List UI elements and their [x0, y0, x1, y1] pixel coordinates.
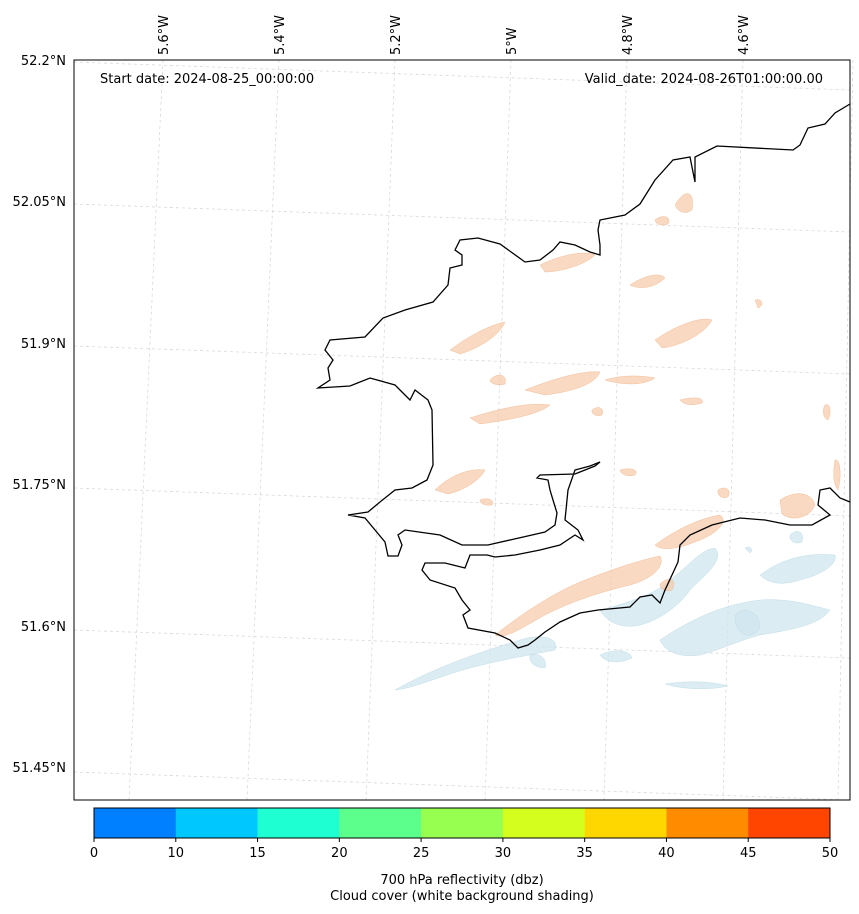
- reflectivity-patch: [591, 407, 603, 416]
- reflectivity-patch: [489, 374, 506, 385]
- lat-label: 52.2°N: [21, 54, 66, 69]
- lon-label: 5.6°W: [157, 15, 172, 55]
- colorbar-tick-label: 15: [249, 846, 266, 861]
- reflectivity-patch: [434, 469, 486, 495]
- cloud-patch: [759, 554, 836, 584]
- coastline-path: [315, 103, 851, 649]
- reflectivity-patch: [619, 468, 637, 476]
- colorbar-segment: [257, 808, 340, 838]
- colorbar-segment: [502, 808, 586, 838]
- reflectivity-patch: [674, 193, 693, 213]
- reflectivity-patch: [629, 274, 666, 288]
- reflectivity-patch: [654, 216, 670, 226]
- lon-label: 4.8°W: [621, 15, 636, 55]
- cloud-patch: [789, 531, 803, 544]
- reflectivity-patch: [779, 493, 816, 519]
- reflectivity-patch: [494, 555, 662, 637]
- colorbar-tick-label: 10: [168, 846, 185, 861]
- reflectivity-patch: [654, 318, 713, 349]
- lon-label: 4.6°W: [737, 15, 752, 55]
- latitude-labels: 52.2°N 52.05°N 51.9°N 51.75°N 51.6°N 51.…: [13, 54, 66, 776]
- colorbar-segments: [94, 808, 831, 838]
- reflectivity-patch: [833, 459, 841, 491]
- reflectivity-patch: [449, 321, 506, 355]
- reflectivity-patch: [717, 487, 730, 498]
- cloud-patch: [664, 681, 729, 689]
- map-border: [73, 59, 851, 801]
- colorbar-tick-label: 25: [413, 846, 430, 861]
- reflectivity-patch: [823, 404, 831, 421]
- colorbar-segment: [94, 808, 177, 838]
- coastline: [315, 103, 851, 649]
- colorbar-segment: [421, 808, 504, 838]
- reflectivity-patch: [754, 299, 763, 309]
- reflectivity-patch: [469, 404, 551, 425]
- longitude-labels: 5.6°W 5.4°W 5.2°W 5°W 4.8°W 4.6°W: [157, 15, 752, 55]
- lat-label: 51.6°N: [21, 620, 66, 635]
- valid-date-label: Valid_date: 2024-08-26T01:00:00.00: [585, 72, 823, 87]
- cloud-patch: [394, 636, 557, 691]
- colorbar-tick-label: 30: [495, 846, 512, 861]
- colorbar-segment: [584, 808, 667, 838]
- lon-label: 5°W: [505, 27, 520, 55]
- lon-label: 5.4°W: [273, 15, 288, 55]
- colorbar-tick-label: 20: [331, 846, 348, 861]
- colorbar-label-line1: 700 hPa reflectivity (dbz): [380, 873, 543, 888]
- reflectivity-patch: [679, 397, 703, 405]
- colorbar-ticks: 0 10 15 20 25 30 35 40 45 50: [90, 838, 838, 861]
- lat-label: 52.05°N: [13, 195, 66, 210]
- colorbar-segment: [339, 808, 422, 838]
- colorbar-tick-label: 50: [822, 846, 839, 861]
- reflectivity-patch: [539, 252, 596, 273]
- colorbar-segment: [175, 808, 259, 838]
- start-date-label: Start date: 2024-08-25_00:00:00: [100, 72, 314, 87]
- colorbar: 0 10 15 20 25 30 35 40 45 50 700 hPa reflectivity…: [90, 807, 838, 904]
- cloud-patch: [734, 610, 761, 636]
- lat-label: 51.9°N: [21, 337, 66, 352]
- reflectivity-patch: [604, 375, 656, 385]
- colorbar-tick-label: 35: [576, 846, 593, 861]
- reflectivity-patch: [479, 498, 493, 506]
- reflectivity-shading: [434, 193, 841, 637]
- colorbar-tick-label: 40: [658, 846, 675, 861]
- reflectivity-patch: [654, 514, 724, 549]
- colorbar-segment: [748, 808, 831, 838]
- cloud-patch: [599, 650, 633, 662]
- map-panel: Start date: 2024-08-25_00:00:00 Valid_da…: [13, 15, 854, 801]
- colorbar-border: [93, 807, 831, 839]
- colorbar-tick-label: 45: [740, 846, 757, 861]
- colorbar-tick-label: 0: [90, 846, 98, 861]
- reflectivity-patch: [524, 371, 601, 396]
- lat-label: 51.45°N: [13, 761, 66, 776]
- cloud-patch: [529, 654, 546, 669]
- colorbar-segment: [666, 808, 749, 838]
- map-background: [74, 60, 850, 800]
- cloud-patch: [744, 546, 752, 554]
- colorbar-label-line2: Cloud cover (white background shading): [330, 889, 594, 904]
- lat-label: 51.75°N: [13, 478, 66, 493]
- lon-label: 5.2°W: [389, 15, 404, 55]
